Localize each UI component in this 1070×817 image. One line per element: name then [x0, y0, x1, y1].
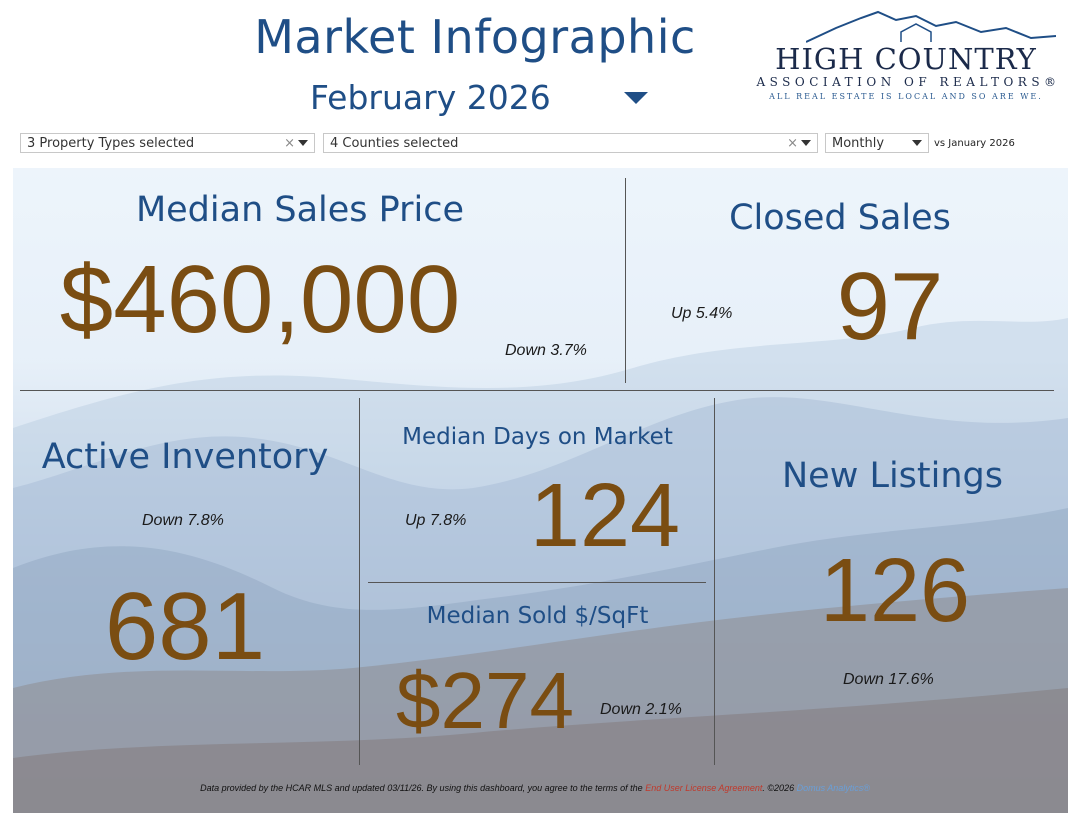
- comparison-label: vs January 2026: [934, 138, 1015, 149]
- page-title: Market Infographic: [254, 10, 696, 64]
- new-listings-heading: New Listings: [781, 456, 1003, 496]
- mountain-logo-icon: [806, 10, 1056, 43]
- new-listings-value: 126: [819, 541, 971, 641]
- property-types-select[interactable]: 3 Property Types selected ×: [20, 133, 315, 153]
- closed-sales-value: 97: [836, 253, 944, 360]
- logo-tagline: ALL REAL ESTATE IS LOCAL AND SO ARE WE.: [769, 92, 1043, 101]
- logo-main-text: HIGH COUNTRY: [775, 42, 1037, 76]
- chevron-down-icon[interactable]: [801, 140, 811, 146]
- footer-copyright: . ©2026: [762, 783, 797, 793]
- median-sales-price-value: $460,000: [59, 246, 461, 353]
- property-types-label: 3 Property Types selected: [27, 135, 195, 151]
- mountain-background: [13, 318, 1068, 813]
- period-select[interactable]: Monthly: [825, 133, 929, 153]
- clear-icon[interactable]: ×: [787, 135, 798, 151]
- logo: HIGH COUNTRY ASSOCIATION OF REALTORS® AL…: [756, 8, 1066, 108]
- divider: [368, 582, 706, 583]
- metrics-panel: [13, 168, 1068, 813]
- active-inventory-change: Down 7.8%: [142, 512, 224, 529]
- logo-sub-text: ASSOCIATION OF REALTORS®: [756, 75, 1061, 89]
- new-listings-change: Down 17.6%: [843, 671, 934, 688]
- divider: [625, 178, 626, 383]
- active-inventory-value: 681: [104, 573, 266, 680]
- median-sales-price-change: Down 3.7%: [505, 342, 587, 359]
- footer-text: Data provided by the HCAR MLS and update…: [200, 783, 646, 793]
- median-days-on-market-change: Up 7.8%: [405, 512, 467, 529]
- month-label: February 2026: [310, 78, 551, 117]
- divider: [20, 390, 1054, 391]
- closed-sales-heading: Closed Sales: [729, 198, 951, 238]
- active-inventory-heading: Active Inventory: [41, 437, 329, 477]
- domus-analytics-link[interactable]: Domus Analytics®: [796, 783, 870, 793]
- month-dropdown-icon[interactable]: [624, 92, 648, 104]
- median-sales-price-heading: Median Sales Price: [135, 190, 465, 230]
- median-sold-sqft-value: $274: [396, 656, 574, 745]
- median-sold-sqft-heading: Median Sold $/SqFt: [426, 603, 649, 629]
- median-days-on-market-value: 124: [529, 466, 681, 566]
- period-label: Monthly: [832, 135, 885, 151]
- divider: [714, 398, 715, 765]
- counties-select[interactable]: 4 Counties selected ×: [323, 133, 818, 153]
- counties-label: 4 Counties selected: [330, 135, 459, 151]
- footer-disclaimer: Data provided by the HCAR MLS and update…: [0, 783, 1070, 793]
- eula-link[interactable]: End User License Agreement: [645, 783, 763, 793]
- closed-sales-change: Up 5.4%: [671, 305, 733, 322]
- chevron-down-icon[interactable]: [912, 140, 922, 146]
- clear-icon[interactable]: ×: [284, 135, 295, 151]
- median-sold-sqft-change: Down 2.1%: [600, 701, 682, 718]
- chevron-down-icon[interactable]: [298, 140, 308, 146]
- median-days-on-market-heading: Median Days on Market: [402, 424, 673, 450]
- divider: [359, 398, 360, 765]
